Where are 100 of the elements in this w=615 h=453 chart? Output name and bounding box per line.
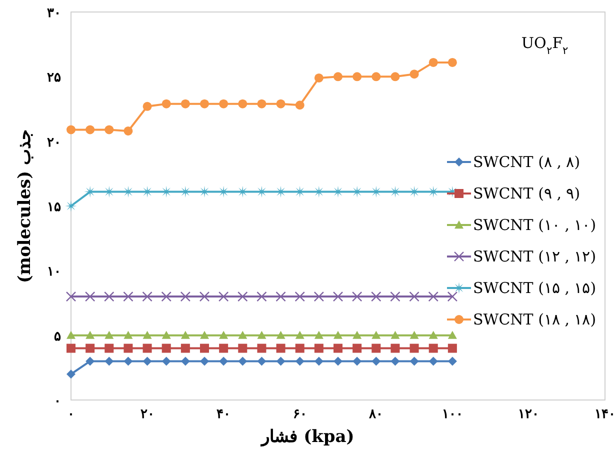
point <box>66 291 76 302</box>
legend-label: SWCNT (۱۸ , ۱۸) <box>473 310 596 328</box>
point <box>314 291 324 302</box>
point <box>390 291 400 302</box>
point <box>104 330 114 339</box>
point <box>104 291 114 302</box>
point <box>86 356 95 366</box>
point <box>334 330 342 339</box>
point <box>238 344 248 353</box>
point <box>123 291 134 302</box>
point <box>238 330 248 339</box>
point <box>372 72 381 82</box>
point <box>428 344 438 353</box>
point <box>180 356 190 366</box>
point <box>104 344 114 353</box>
point <box>104 125 114 134</box>
point <box>66 344 76 353</box>
x-tick-label: ۰ <box>68 407 74 422</box>
point <box>334 72 342 82</box>
x-tick-label: ۴۰ <box>216 407 231 422</box>
point <box>162 344 171 353</box>
x-tick-label: ۱۰۰ <box>442 407 463 422</box>
point <box>390 356 400 366</box>
y-tick-label: ۲۵ <box>47 70 61 86</box>
legend-label: SWCNT (۹ , ۹) <box>473 184 580 202</box>
point <box>372 356 381 366</box>
point <box>200 99 209 108</box>
point <box>448 344 457 353</box>
x-tick-label: ۱۲۰ <box>518 407 540 422</box>
point <box>66 370 76 379</box>
point <box>161 291 172 302</box>
point <box>218 291 229 302</box>
point <box>180 99 190 108</box>
point <box>372 330 381 339</box>
point <box>276 344 286 353</box>
point <box>352 356 362 366</box>
point <box>334 356 342 366</box>
point <box>142 344 152 353</box>
x-tick-label: ۸۰ <box>368 407 384 422</box>
point <box>314 330 324 339</box>
point <box>410 356 419 366</box>
point <box>86 330 95 339</box>
point <box>257 344 266 353</box>
x-tick-label: ۶۰ <box>292 407 307 422</box>
point <box>238 291 248 302</box>
x-tick-label: ۲۰ <box>140 407 154 422</box>
point <box>65 200 77 212</box>
point <box>162 99 171 108</box>
point <box>162 356 171 366</box>
point <box>124 126 133 136</box>
point <box>314 356 324 366</box>
point <box>86 125 95 134</box>
point <box>104 356 114 366</box>
point <box>86 344 95 353</box>
x-axis-title: فشار (kpa) <box>260 427 354 447</box>
point <box>448 356 457 366</box>
point <box>294 291 305 302</box>
point <box>162 330 171 339</box>
point <box>352 344 362 353</box>
point <box>219 356 228 366</box>
point <box>180 330 190 339</box>
point <box>142 356 152 366</box>
point <box>124 344 133 353</box>
legend-label: SWCNT (۸ , ۸) <box>473 153 580 171</box>
point <box>124 330 133 339</box>
point <box>238 99 248 108</box>
point <box>410 70 419 79</box>
point <box>352 72 362 82</box>
y-tick-label: ۰ <box>54 394 61 409</box>
point <box>390 344 400 353</box>
point <box>390 330 400 339</box>
point <box>295 330 304 339</box>
point <box>295 100 304 110</box>
point <box>295 356 304 366</box>
point <box>66 125 76 134</box>
point <box>219 344 228 353</box>
point <box>334 344 342 353</box>
point <box>180 291 191 302</box>
point <box>84 291 96 302</box>
point <box>180 344 190 353</box>
point <box>124 356 133 366</box>
point <box>200 330 209 339</box>
point <box>276 99 286 108</box>
point <box>332 291 344 302</box>
point <box>276 330 286 339</box>
point <box>428 330 438 339</box>
point <box>428 291 438 302</box>
point <box>199 291 210 302</box>
point <box>409 291 420 302</box>
point <box>410 330 419 339</box>
point <box>276 356 286 366</box>
point <box>200 356 209 366</box>
point <box>372 344 381 353</box>
point <box>142 102 152 111</box>
legend-label: SWCNT (۱۰ , ۱۰) <box>473 216 596 234</box>
point <box>276 291 286 302</box>
point <box>352 330 362 339</box>
point <box>257 330 266 339</box>
y-axis-title: (molecules) جذب <box>15 128 35 284</box>
point <box>142 330 152 339</box>
